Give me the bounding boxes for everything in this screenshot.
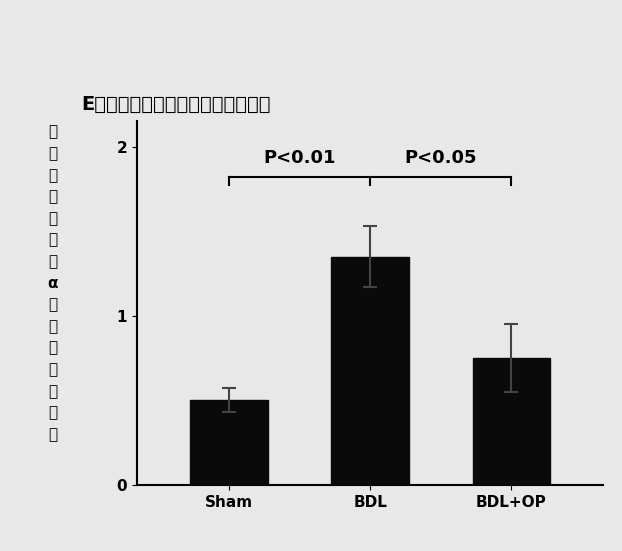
Text: リ: リ — [49, 406, 57, 420]
Text: E．肝カベオリン１タンパク質発現: E．肝カベオリン１タンパク質発現 — [81, 95, 271, 114]
Text: リ: リ — [49, 190, 57, 204]
Text: １: １ — [49, 233, 57, 247]
Bar — [190, 401, 267, 485]
Text: －: － — [49, 254, 57, 269]
Text: ュ: ュ — [49, 341, 57, 355]
Bar — [332, 257, 409, 485]
Text: P<0.01: P<0.01 — [263, 149, 336, 167]
Text: ブ: ブ — [49, 383, 57, 399]
Text: －: － — [49, 298, 57, 312]
Text: α: α — [48, 276, 58, 291]
Text: ン: ン — [49, 211, 57, 226]
Text: オ: オ — [49, 168, 57, 183]
Text: P<0.05: P<0.05 — [404, 149, 477, 167]
Text: チ: チ — [49, 319, 57, 334]
Bar — [473, 358, 550, 485]
Text: カ: カ — [49, 125, 57, 139]
Text: ン: ン — [49, 427, 57, 442]
Text: ー: ー — [49, 362, 57, 377]
Text: ベ: ベ — [49, 146, 57, 161]
